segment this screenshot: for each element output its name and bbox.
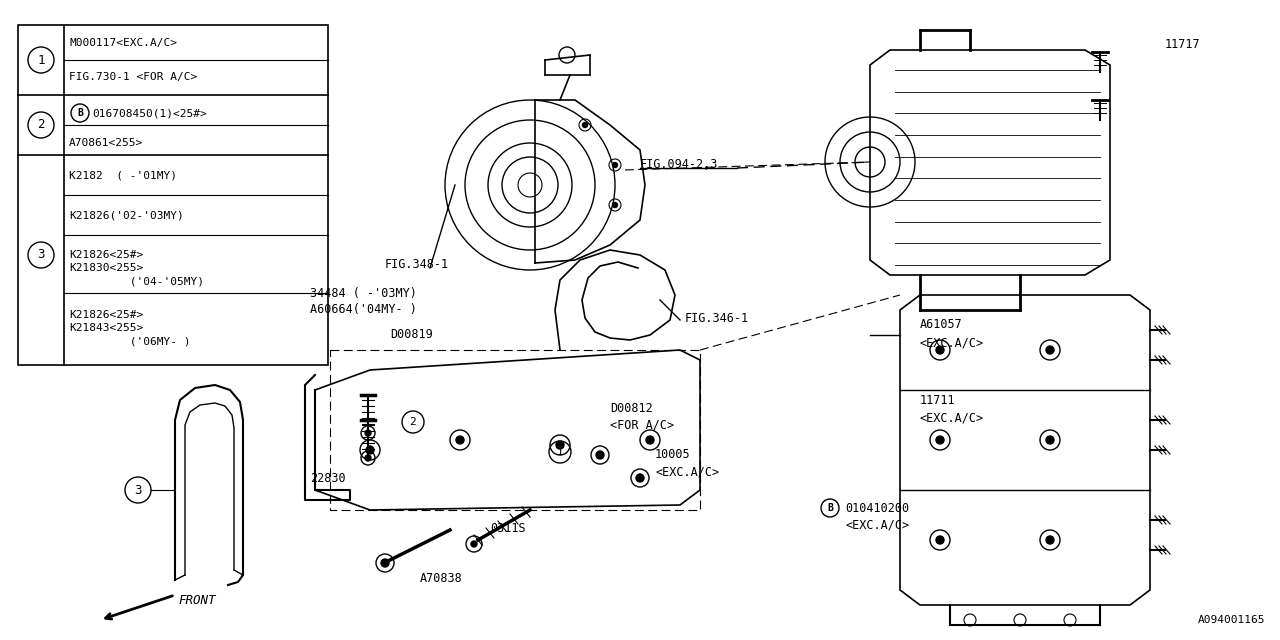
Text: FIG.348-1: FIG.348-1 — [385, 259, 449, 271]
Text: 016708450(1)<25#>: 016708450(1)<25#> — [92, 108, 207, 118]
Text: <EXC.A/C>: <EXC.A/C> — [920, 337, 984, 349]
Text: D00812: D00812 — [611, 401, 653, 415]
Text: A70861<255>: A70861<255> — [69, 138, 143, 148]
Text: B: B — [827, 503, 833, 513]
Circle shape — [613, 163, 617, 168]
Text: 1: 1 — [557, 447, 563, 457]
Text: 10005: 10005 — [655, 449, 691, 461]
Circle shape — [456, 436, 465, 444]
Circle shape — [556, 441, 564, 449]
Text: 0311S: 0311S — [490, 522, 526, 534]
Circle shape — [1046, 436, 1053, 444]
Text: A70838: A70838 — [420, 572, 463, 584]
Circle shape — [365, 430, 371, 436]
Text: K21826<25#>: K21826<25#> — [69, 310, 143, 320]
Circle shape — [936, 536, 945, 544]
Circle shape — [365, 455, 371, 461]
Circle shape — [1046, 536, 1053, 544]
Text: 2: 2 — [37, 118, 45, 131]
Text: D00819: D00819 — [390, 328, 433, 342]
Text: FIG.346-1: FIG.346-1 — [685, 312, 749, 324]
Circle shape — [582, 122, 588, 127]
Text: M000117<EXC.A/C>: M000117<EXC.A/C> — [69, 38, 177, 48]
Text: FIG.094-2,3: FIG.094-2,3 — [640, 159, 718, 172]
Text: A61057: A61057 — [920, 319, 963, 332]
Text: K21843<255>: K21843<255> — [69, 323, 143, 333]
Text: A60664('04MY- ): A60664('04MY- ) — [310, 303, 417, 317]
Text: <FOR A/C>: <FOR A/C> — [611, 419, 675, 431]
Text: K21830<255>: K21830<255> — [69, 263, 143, 273]
Text: A094001165: A094001165 — [1198, 615, 1265, 625]
Text: K21826('02-'03MY): K21826('02-'03MY) — [69, 210, 184, 220]
Circle shape — [381, 559, 389, 567]
Circle shape — [646, 436, 654, 444]
Text: FRONT: FRONT — [178, 593, 215, 607]
Text: 22830: 22830 — [310, 472, 346, 484]
Text: ('06MY- ): ('06MY- ) — [69, 336, 191, 346]
Circle shape — [1046, 346, 1053, 354]
Circle shape — [366, 446, 374, 454]
Text: 1: 1 — [37, 54, 45, 67]
Text: 34484 ( -'03MY): 34484 ( -'03MY) — [310, 287, 417, 300]
Text: 3: 3 — [37, 248, 45, 262]
Text: K21826<25#>: K21826<25#> — [69, 250, 143, 260]
Circle shape — [936, 346, 945, 354]
Text: <EXC.A/C>: <EXC.A/C> — [845, 518, 909, 531]
Circle shape — [636, 474, 644, 482]
Text: B: B — [77, 108, 83, 118]
Text: FIG.730-1 <FOR A/C>: FIG.730-1 <FOR A/C> — [69, 72, 197, 82]
Text: 11711: 11711 — [920, 394, 956, 406]
Circle shape — [613, 202, 617, 207]
Text: ('04-'05MY): ('04-'05MY) — [69, 276, 204, 286]
Circle shape — [936, 436, 945, 444]
Text: 010410200: 010410200 — [845, 502, 909, 515]
Text: <EXC.A/C>: <EXC.A/C> — [655, 465, 719, 479]
Text: K2182  ( -'01MY): K2182 ( -'01MY) — [69, 170, 177, 180]
Text: 11717: 11717 — [1165, 38, 1201, 51]
Text: 3: 3 — [134, 483, 142, 497]
Circle shape — [596, 451, 604, 459]
Text: <EXC.A/C>: <EXC.A/C> — [920, 412, 984, 424]
Bar — [18, 25, 328, 365]
Circle shape — [471, 541, 477, 547]
Text: 2: 2 — [410, 417, 416, 427]
